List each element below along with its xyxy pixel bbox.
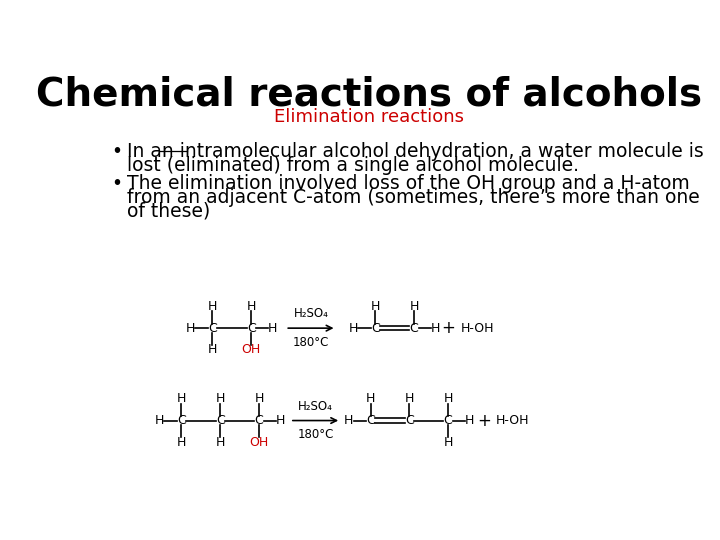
Text: H: H [177,393,186,406]
Text: H: H [215,436,225,449]
Text: H: H [246,300,256,313]
Text: •: • [112,142,123,161]
Text: H: H [444,436,453,449]
Text: H: H [254,393,264,406]
Text: C: C [247,322,256,335]
Text: C: C [405,414,414,427]
Text: C: C [208,322,217,335]
Text: H: H [155,414,164,427]
Text: +: + [477,411,490,429]
Text: H: H [276,414,285,427]
Text: OH: OH [249,436,269,449]
Text: H: H [344,414,354,427]
Text: C: C [371,322,379,335]
Text: from an adjacent C-atom (sometimes, there’s more than one: from an adjacent C-atom (sometimes, ther… [127,188,700,207]
Text: H: H [177,436,186,449]
Text: C: C [366,414,375,427]
Text: H: H [208,343,217,356]
Text: H: H [215,393,225,406]
Text: In an intramolecular alcohol dehydration, a water molecule is: In an intramolecular alcohol dehydration… [127,142,704,161]
Text: of these): of these) [127,202,210,221]
Text: H₂SO₄: H₂SO₄ [298,400,333,413]
Text: C: C [255,414,264,427]
Text: C: C [410,322,418,335]
Text: OH: OH [242,343,261,356]
Text: C: C [444,414,452,427]
Text: H: H [348,322,358,335]
Text: •: • [112,174,123,193]
Text: 180°C: 180°C [293,336,329,349]
Text: H: H [431,322,441,335]
Text: 180°C: 180°C [297,428,333,441]
Text: H: H [465,414,474,427]
Text: C: C [216,414,225,427]
Text: H: H [186,322,195,335]
Text: H: H [371,300,380,313]
Text: H: H [208,300,217,313]
Text: H₂SO₄: H₂SO₄ [294,307,328,320]
Text: H-OH: H-OH [496,414,530,427]
Text: Chemical reactions of alcohols: Chemical reactions of alcohols [36,75,702,113]
Text: H: H [444,393,453,406]
Text: C: C [177,414,186,427]
Text: H-OH: H-OH [461,322,494,335]
Text: H: H [269,322,278,335]
Text: The elimination involved loss of the OH group and a H-atom: The elimination involved loss of the OH … [127,174,690,193]
Text: H: H [405,393,414,406]
Text: H: H [366,393,375,406]
Text: H: H [409,300,418,313]
Text: lost (eliminated) from a single alcohol molecule.: lost (eliminated) from a single alcohol … [127,156,579,174]
Text: +: + [441,319,455,337]
Text: Elimination reactions: Elimination reactions [274,108,464,126]
